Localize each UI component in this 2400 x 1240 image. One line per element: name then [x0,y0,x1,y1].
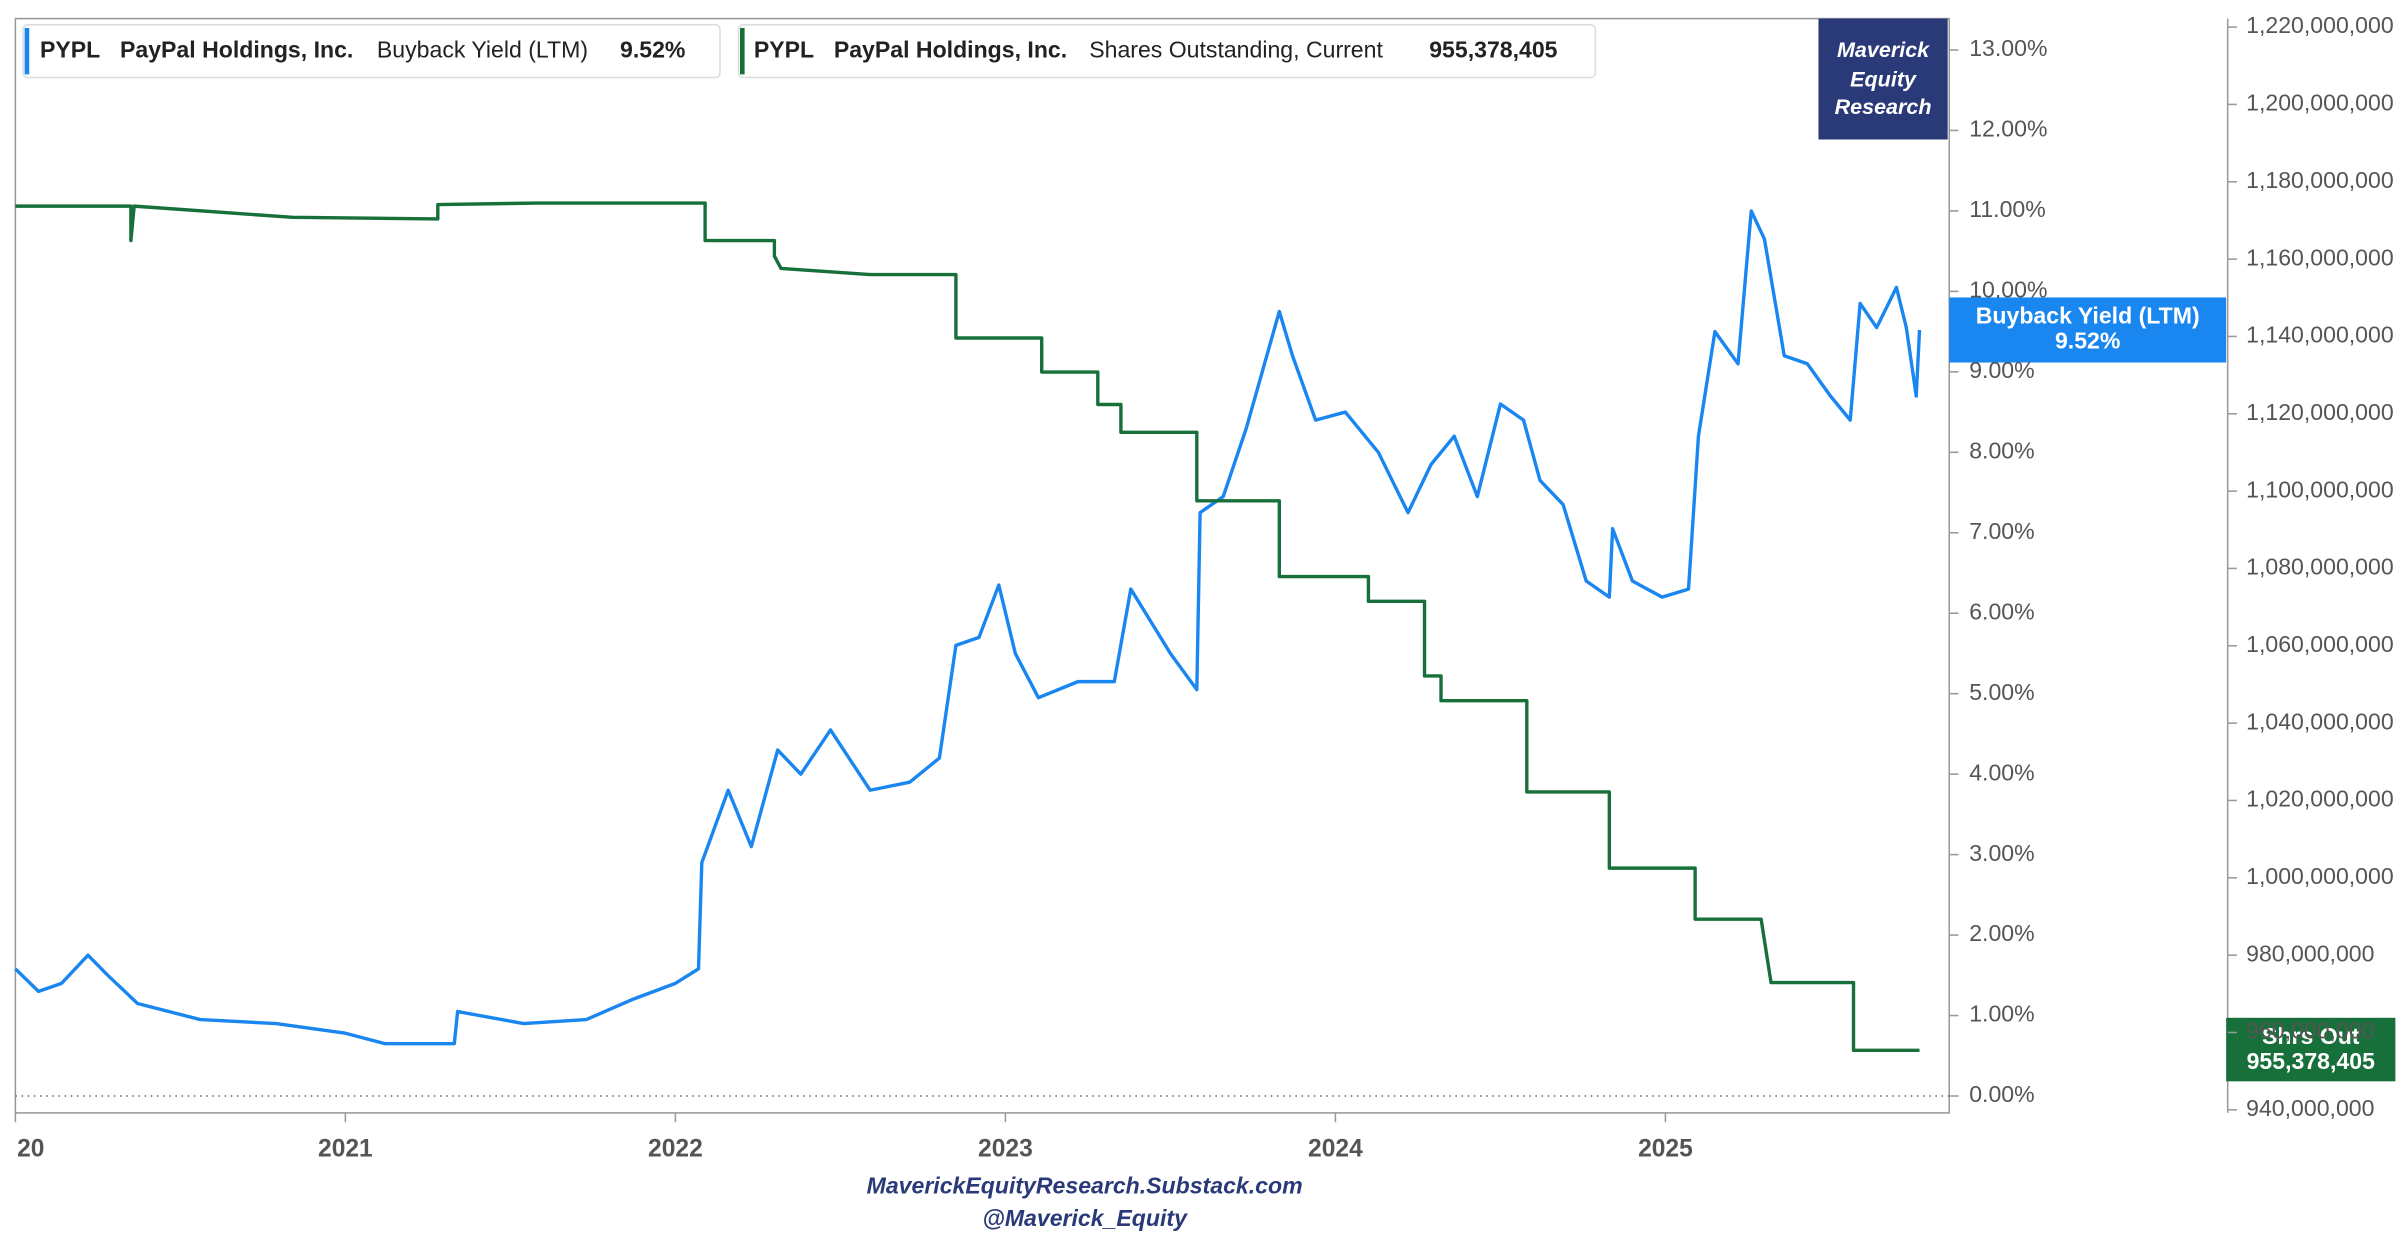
y-tick-label: 9.00% [1969,357,2034,383]
x-tick-label: 2021 [318,1136,373,1163]
value-flag [1949,297,2227,363]
y2-tick-label: 1,180,000,000 [2246,167,2394,193]
legend-box [737,24,1597,79]
legend-value: 955,378,405 [1429,36,1557,62]
legend-ticker: PYPL [754,36,814,62]
plot-frame [14,17,1950,1114]
legend-series: Shares Outstanding, Current [1089,36,1383,62]
y2-tick-label: 1,020,000,000 [2246,786,2394,812]
y2-tick-label: 940,000,000 [2246,1095,2374,1121]
y2-tick-label: 1,160,000,000 [2246,244,2394,270]
y-tick-label: 11.00% [1969,196,2046,222]
y-tick-label: 0.00% [1969,1081,2034,1107]
brand-text: Research [1835,94,1932,119]
y2-tick-label: 1,140,000,000 [2246,322,2394,348]
marks [14,201,1922,1053]
y2-tick-label: 1,080,000,000 [2246,554,2394,580]
x-tick-label: 2024 [1308,1136,1363,1163]
x-tick-label: 20 [17,1136,44,1163]
y2-tick-label: 1,200,000,000 [2246,90,2394,116]
series-line [14,209,1922,1046]
legend-swatch [24,27,30,75]
y-tick-label: 10.00% [1969,276,2047,302]
y-tick-label: 8.00% [1969,437,2034,463]
footer-text: MaverickEquityResearch.Substack.com [867,1172,1303,1198]
legend-ticker: PYPL [40,36,100,62]
y-tick-label: 13.00% [1969,35,2047,61]
y-tick-label: 3.00% [1969,840,2034,866]
legend-box [22,24,721,79]
y2-tick-label: 1,000,000,000 [2246,863,2394,889]
y2-tick-label: 980,000,000 [2246,940,2374,966]
legend-value: 9.52% [620,36,685,62]
y2-tick-label: 1,040,000,000 [2246,708,2394,734]
x-tick-label: 2022 [648,1136,703,1163]
y-tick-label: 6.00% [1969,598,2034,624]
y2-tick-label: 1,120,000,000 [2246,399,2394,425]
value-flag-value: 9.52% [2055,327,2120,353]
y-tick-label: 5.00% [1969,679,2034,705]
y2-tick-label: 1,100,000,000 [2246,476,2394,502]
value-flag [2226,1017,2396,1082]
y-tick-label: 1.00% [1969,1001,2034,1027]
value-flag-value: 955,378,405 [2247,1048,2375,1074]
value-flag-name: Shrs Out [2262,1023,2360,1049]
legend-swatch [740,27,745,75]
legend-series: Buyback Yield (LTM) [377,36,588,62]
footer-text: @Maverick_Equity [982,1205,1188,1231]
legend-company: PayPal Holdings, Inc. [834,36,1067,62]
brand-text: Maverick [1837,37,1930,62]
y-tick-label: 4.00% [1969,759,2034,785]
y2-tick-label: 960,000,000 [2246,1018,2374,1044]
brand-box [1818,18,1948,140]
legend: PYPL PayPal Holdings, Inc. Buyback Yield… [22,24,1597,79]
brand-text: Equity [1850,66,1917,91]
x-tick-label: 2023 [978,1136,1033,1163]
value-flag-name: Buyback Yield (LTM) [1976,303,2200,329]
legend-company: PayPal Holdings, Inc. [120,36,353,62]
y-tick-label: 12.00% [1969,116,2047,142]
y-tick-label: 2.00% [1969,920,2034,946]
x-tick-label: 2025 [1638,1136,1693,1163]
y2-tick-label: 1,220,000,000 [2246,12,2394,38]
y-tick-label: 7.00% [1969,518,2034,544]
flags: Buyback Yield (LTM)9.52% Shrs Out955,378,… [1949,297,2396,1082]
y2-tick-label: 1,060,000,000 [2246,631,2394,657]
series-line [15,201,1920,1053]
